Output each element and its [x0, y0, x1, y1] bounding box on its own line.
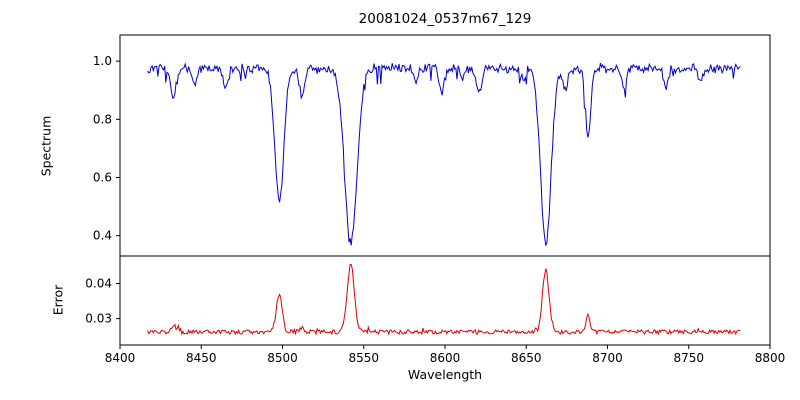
x-axis-label: Wavelength [407, 367, 483, 382]
y-tick-label: 0.04 [85, 276, 112, 290]
x-tick-label: 8650 [511, 351, 542, 365]
y-tick-label: 0.4 [93, 229, 112, 243]
x-tick-label: 8550 [348, 351, 379, 365]
y-tick-label: 0.8 [93, 112, 112, 126]
x-tick-label: 8450 [186, 351, 217, 365]
chart-title: 20081024_0537m67_129 [358, 11, 532, 27]
x-tick-label: 8700 [592, 351, 623, 365]
y-tick-label: 0.03 [85, 312, 112, 326]
x-tick-label: 8800 [755, 351, 786, 365]
y-tick-label: 0.6 [93, 170, 112, 184]
spectrum-line [147, 62, 741, 246]
error-line [147, 263, 741, 336]
x-tick-label: 8400 [105, 351, 136, 365]
y-tick-label: 1.0 [93, 54, 112, 68]
x-tick-label: 8750 [673, 351, 704, 365]
x-tick-label: 8600 [430, 351, 461, 365]
x-tick-label: 8500 [267, 351, 298, 365]
